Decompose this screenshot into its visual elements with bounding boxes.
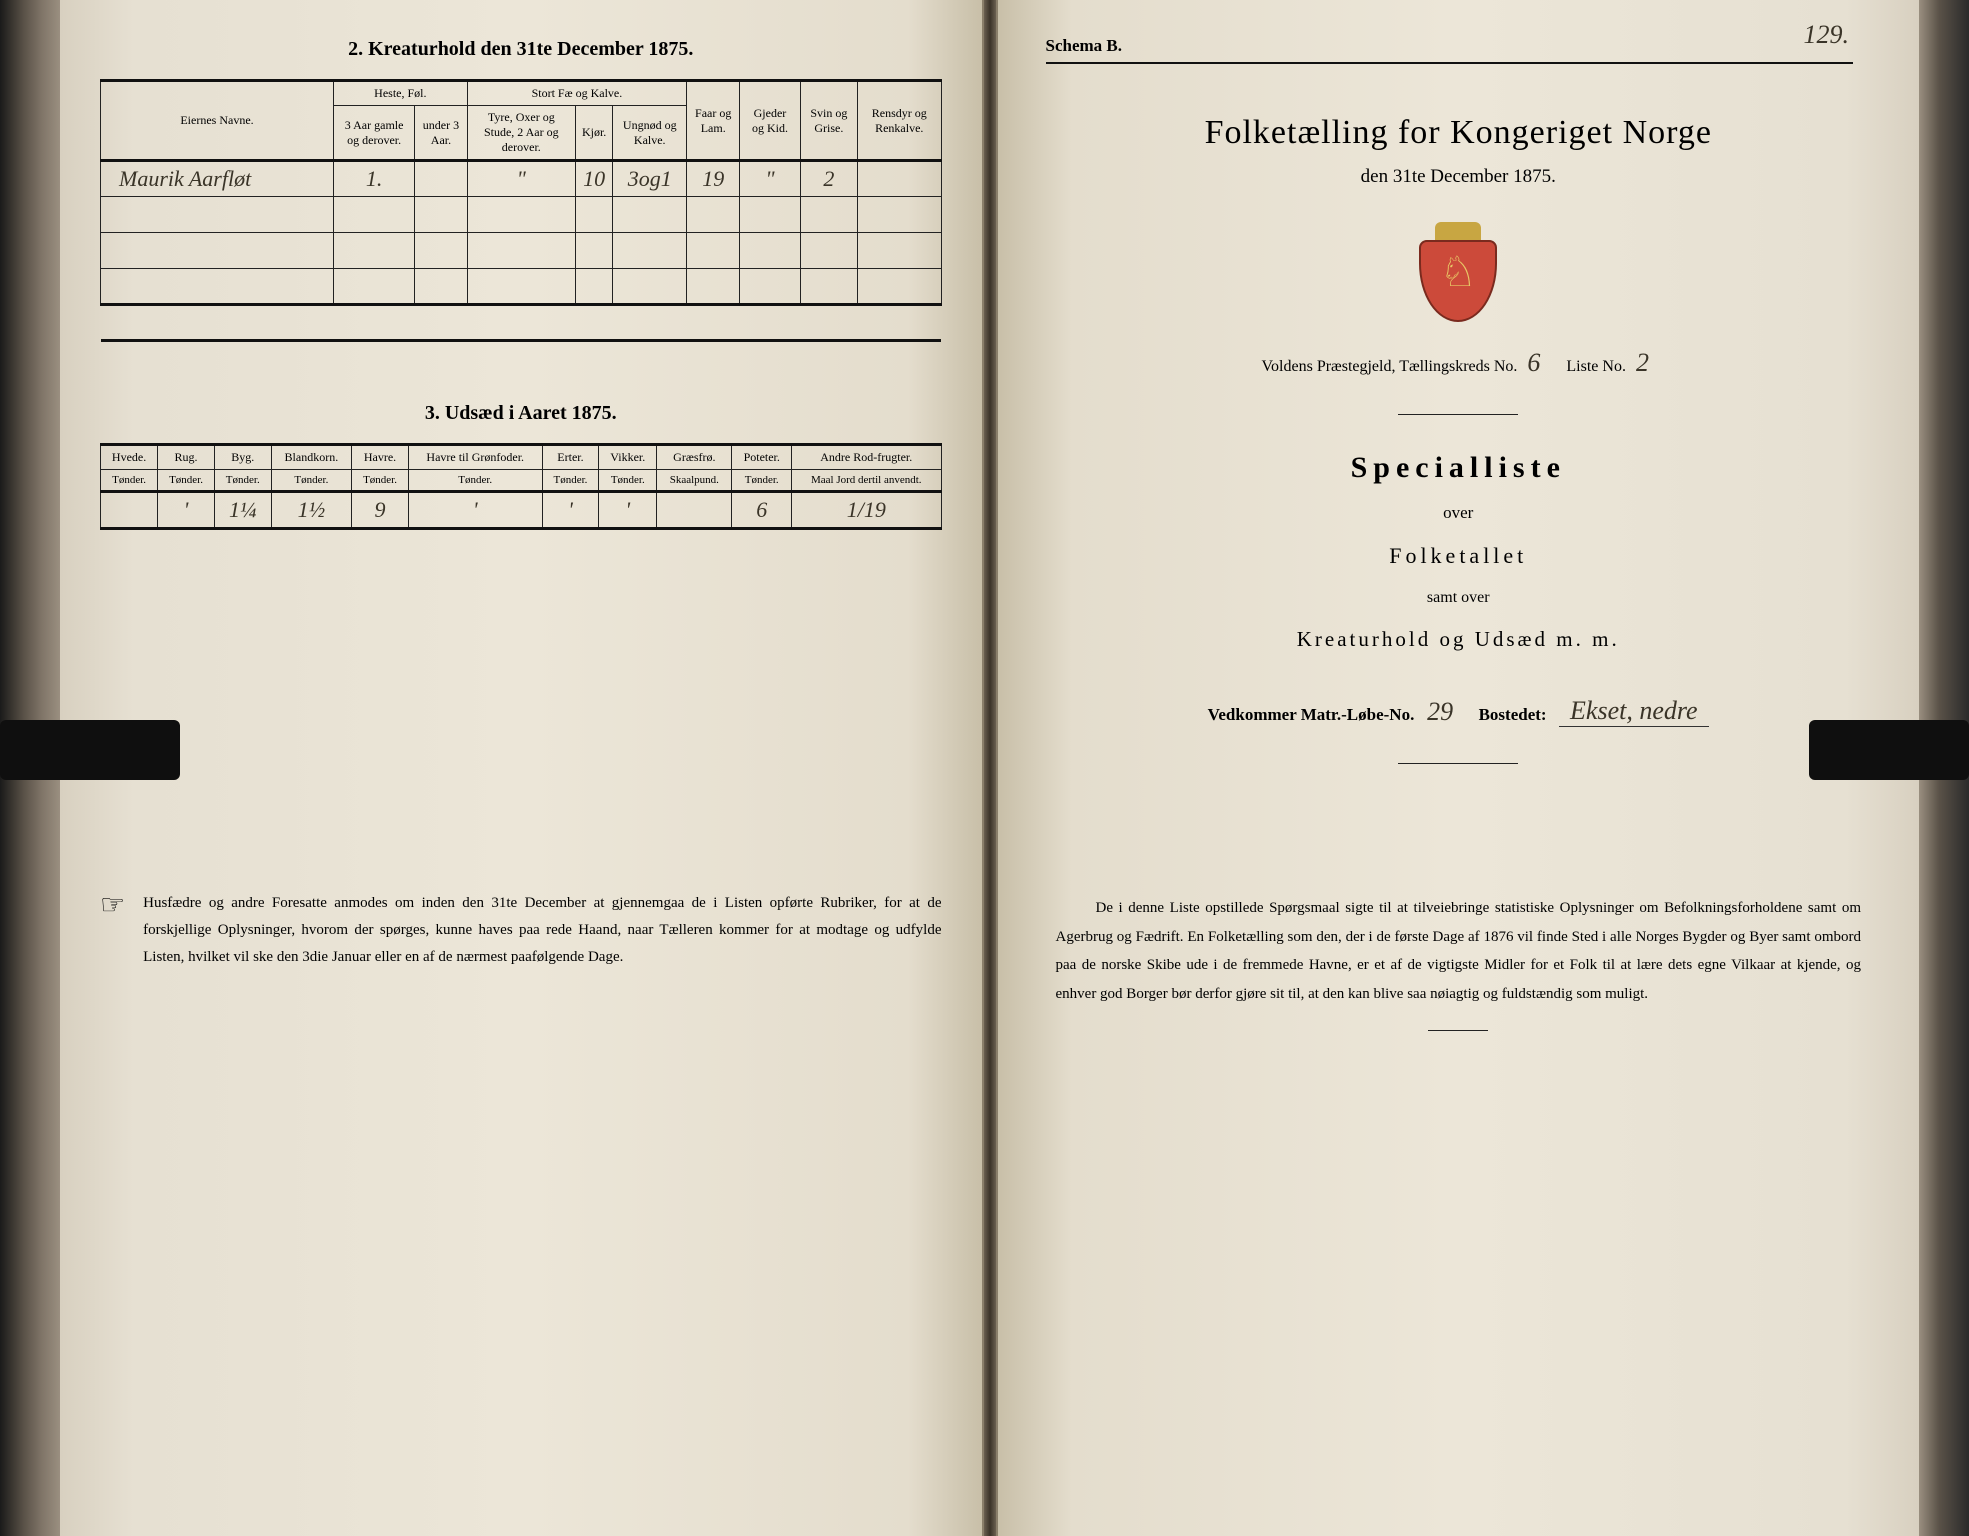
seed-unit: Tønder. <box>599 470 657 492</box>
instruction-block: ☞ Husfædre og andre Foresatte anmodes om… <box>100 890 942 971</box>
livestock-table: Eiernes Navne. Heste, Føl. Stort Fæ og K… <box>100 79 942 342</box>
col-ox: Tyre, Oxer og Stude, 2 Aar og derover. <box>467 106 575 161</box>
val-rein <box>858 161 942 197</box>
bosted-value: Ekset, nedre <box>1559 696 1709 727</box>
col-rein: Rensdyr og Renkalve. <box>858 81 942 161</box>
seed-col: Rug. <box>158 445 215 470</box>
seed-val: 1/19 <box>792 492 941 529</box>
specialliste-heading: Specialliste <box>1038 451 1880 485</box>
matr-label: Vedkommer Matr.-Løbe-No. <box>1208 705 1415 724</box>
col-goat: Gjeder og Kid. <box>740 81 801 161</box>
val-sheep: 19 <box>687 161 740 197</box>
seed-col: Vikker. <box>599 445 657 470</box>
seed-unit: Skaalpund. <box>657 470 732 492</box>
left-page: 2. Kreaturhold den 31te December 1875. E… <box>60 0 984 1536</box>
seed-val: ' <box>408 492 542 529</box>
seed-val <box>101 492 158 529</box>
divider <box>1398 414 1518 415</box>
col-owner: Eiernes Navne. <box>101 81 334 161</box>
seed-unit: Tønder. <box>352 470 409 492</box>
seed-unit: Tønder. <box>271 470 352 492</box>
binder-clip-right <box>1809 720 1969 780</box>
schema-label: Schema B. <box>1046 36 1854 64</box>
seed-col: Hvede. <box>101 445 158 470</box>
col-calf: Ungnød og Kalve. <box>613 106 687 161</box>
bosted-label: Bostedet: <box>1479 705 1547 724</box>
seed-val: 1¼ <box>214 492 271 529</box>
liste-number: 2 <box>1636 348 1649 377</box>
val-horse-young <box>415 161 467 197</box>
district-line: Voldens Præstegjeld, Tællingskreds No. 6… <box>1038 348 1880 378</box>
census-date: den 31te December 1875. <box>1038 166 1880 188</box>
section3-title: 3. Udsæd i Aaret 1875. <box>100 402 942 425</box>
liste-label: Liste No. <box>1566 358 1626 375</box>
val-pig: 2 <box>800 161 857 197</box>
seed-col: Blandkorn. <box>271 445 352 470</box>
col-horse-old: 3 Aar gamle og derover. <box>334 106 415 161</box>
binder-clip-left <box>0 720 180 780</box>
seed-unit: Tønder. <box>214 470 271 492</box>
seed-col: Havre. <box>352 445 409 470</box>
section2-title: 2. Kreaturhold den 31te December 1875. <box>100 38 942 61</box>
owner-name: Maurik Aarfløt <box>101 161 334 197</box>
colgrp-cattle: Stort Fæ og Kalve. <box>467 81 687 106</box>
val-cow: 10 <box>575 161 612 197</box>
coat-of-arms-icon: ♘ <box>1416 222 1500 322</box>
seed-unit: Tønder. <box>158 470 215 492</box>
col-horse-young: under 3 Aar. <box>415 106 467 161</box>
book-spine <box>984 0 996 1536</box>
district-prefix: Voldens Præstegjeld, Tællingskreds No. <box>1262 358 1518 375</box>
seed-unit: Tønder. <box>542 470 599 492</box>
district-number: 6 <box>1527 348 1540 377</box>
seed-unit: Tønder. <box>408 470 542 492</box>
col-sheep: Faar og Lam. <box>687 81 740 161</box>
seed-col: Erter. <box>542 445 599 470</box>
seed-val: ' <box>158 492 215 529</box>
val-goat: " <box>740 161 801 197</box>
divider-2 <box>1398 763 1518 764</box>
seed-unit: Tønder. <box>101 470 158 492</box>
seed-table: Hvede.Rug.Byg.Blandkorn.Havre.Havre til … <box>100 443 942 530</box>
seed-col: Byg. <box>214 445 271 470</box>
seed-val: 1½ <box>271 492 352 529</box>
seed-col: Græsfrø. <box>657 445 732 470</box>
seed-unit: Maal Jord dertil anvendt. <box>792 470 941 492</box>
pointing-hand-icon: ☞ <box>100 892 125 971</box>
matr-number: 29 <box>1427 697 1453 726</box>
census-title: Folketælling for Kongeriget Norge <box>1038 114 1880 152</box>
col-pig: Svin og Grise. <box>800 81 857 161</box>
body-paragraph: De i denne Liste opstillede Spørgsmaal s… <box>1038 894 1880 1008</box>
val-calf: 3og1 <box>613 161 687 197</box>
seed-unit: Tønder. <box>732 470 792 492</box>
instruction-text: Husfædre og andre Foresatte anmodes om i… <box>143 890 941 971</box>
seed-val: ' <box>542 492 599 529</box>
book-spread: 2. Kreaturhold den 31te December 1875. E… <box>0 0 1969 1536</box>
seed-val: 6 <box>732 492 792 529</box>
matr-line: Vedkommer Matr.-Løbe-No. 29 Bostedet: Ek… <box>1038 696 1880 727</box>
seed-val: ' <box>599 492 657 529</box>
seed-val <box>657 492 732 529</box>
kreaturhold-label: Kreaturhold og Udsæd m. m. <box>1038 627 1880 652</box>
val-horse-old: 1. <box>334 161 415 197</box>
over-label: over <box>1038 503 1880 523</box>
seed-val: 9 <box>352 492 409 529</box>
seed-col: Poteter. <box>732 445 792 470</box>
seed-col: Andre Rod-frugter. <box>792 445 941 470</box>
col-cow: Kjør. <box>575 106 612 161</box>
right-page: 129. Schema B. Folketælling for Kongerig… <box>996 0 1920 1536</box>
colgrp-horse: Heste, Føl. <box>334 81 468 106</box>
samt-label: samt over <box>1038 589 1880 607</box>
folketallet-label: Folketallet <box>1038 543 1880 569</box>
seed-col: Havre til Grønfoder. <box>408 445 542 470</box>
val-ox: " <box>467 161 575 197</box>
divider-3 <box>1428 1030 1488 1031</box>
